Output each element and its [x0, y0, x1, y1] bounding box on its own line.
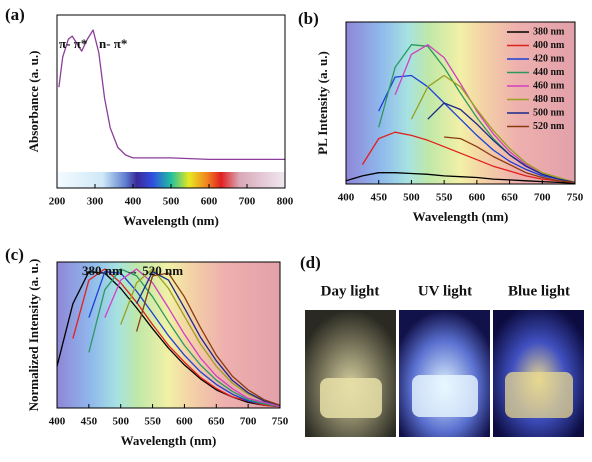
x-tick-label: 600 [176, 416, 193, 428]
x-tick-label: 400 [125, 196, 142, 208]
plot-background [57, 15, 285, 188]
legend-label: 500 nm [533, 107, 565, 118]
x-tick-label: 750 [567, 192, 584, 204]
x-axis-title: Wavelength (nm) [413, 209, 509, 224]
photo-label: Blue light [508, 283, 570, 299]
legend-label: 480 nm [533, 94, 565, 105]
annotation: π- π* [59, 36, 87, 51]
x-tick-label: 650 [208, 416, 225, 428]
x-axis-title: Wavelength (nm) [123, 213, 219, 228]
x-axis-title: Wavelength (nm) [121, 433, 217, 448]
x-tick-label: 400 [49, 416, 66, 428]
legend-label: 420 nm [533, 53, 565, 64]
photo-panel: (d) Day light UV light Blue light [300, 253, 584, 437]
x-tick-label: 750 [272, 416, 289, 428]
x-tick-label: 450 [81, 416, 98, 428]
legend-label: 520 nm [533, 121, 565, 132]
photo-label: UV light [418, 283, 472, 299]
panel-label: (b) [298, 9, 319, 28]
figure: (d) Day light UV light Blue light (a) 200… [0, 0, 592, 462]
x-tick-label: 550 [144, 416, 161, 428]
x-tick-label: 700 [240, 416, 257, 428]
x-tick-label: 300 [87, 196, 104, 208]
x-tick-label: 200 [49, 196, 66, 208]
x-tick-label: 500 [403, 192, 420, 204]
vial-liquid [412, 375, 478, 417]
vial-liquid [505, 372, 573, 418]
vial-liquid [320, 378, 382, 418]
y-axis-title: PL Intensity (a. u.) [315, 51, 330, 155]
x-tick-label: 500 [112, 416, 129, 428]
x-tick-label: 700 [534, 192, 551, 204]
photo-label: Day light [321, 283, 380, 299]
photo [399, 310, 490, 437]
annotation: 380 nm → 520 nm [82, 263, 183, 278]
x-tick-label: 500 [163, 196, 180, 208]
x-tick-label: 550 [436, 192, 453, 204]
y-axis-title: Normalized Intensity (a. u.) [26, 259, 41, 412]
legend-label: 460 nm [533, 80, 565, 91]
x-tick-label: 800 [277, 196, 294, 208]
x-tick-label: 700 [239, 196, 256, 208]
panel-label: (d) [300, 253, 321, 272]
legend-label: 380 nm [533, 26, 565, 37]
x-tick-label: 600 [201, 196, 218, 208]
y-axis-title: Absorbance (a. u.) [26, 51, 41, 153]
x-tick-label: 400 [338, 192, 355, 204]
x-tick-label: 650 [501, 192, 518, 204]
panel-label: (a) [5, 5, 25, 24]
panel-label: (c) [5, 245, 24, 264]
legend-label: 400 nm [533, 40, 565, 51]
x-tick-label: 600 [469, 192, 486, 204]
x-tick-label: 450 [370, 192, 387, 204]
legend-label: 440 nm [533, 67, 565, 78]
annotation: n- π* [99, 36, 127, 51]
